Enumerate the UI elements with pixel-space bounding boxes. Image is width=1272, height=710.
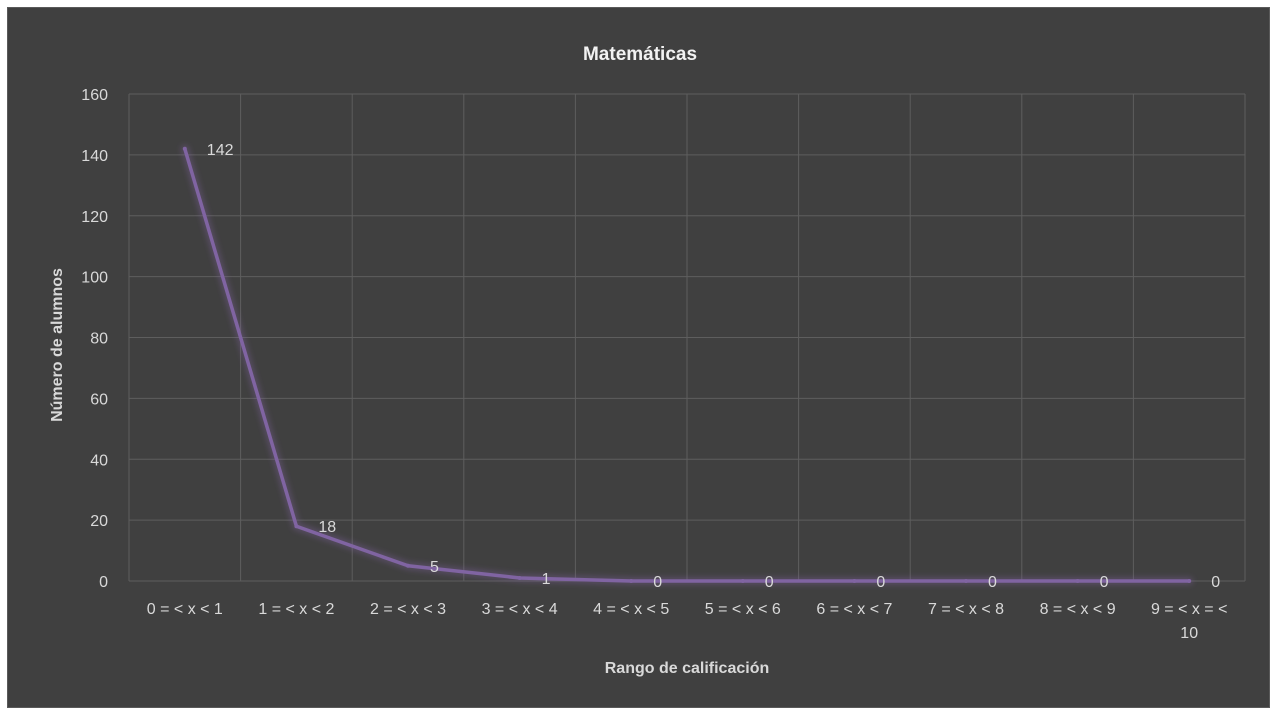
x-axis-title: Rango de calificación <box>605 660 769 677</box>
data-point <box>629 579 634 583</box>
data-label: 0 <box>653 574 662 591</box>
x-tick-label: 7 = < x < 8 <box>928 601 1004 618</box>
data-point <box>740 579 745 583</box>
x-tick-label: 4 = < x < 5 <box>593 601 669 618</box>
data-label: 142 <box>207 142 234 159</box>
x-tick-label: 0 = < x < 1 <box>147 601 223 618</box>
y-tick-label: 20 <box>90 513 108 530</box>
y-tick-label: 160 <box>81 87 108 104</box>
data-label: 5 <box>430 559 439 576</box>
chart-area: Matemáticas 0 20 40 60 80 100 120 140 160 0 = < … <box>7 7 1270 708</box>
data-label: 18 <box>318 519 336 536</box>
y-axis-ticks: 0 20 40 60 80 100 120 140 160 <box>81 87 108 591</box>
y-tick-label: 0 <box>99 574 108 591</box>
x-tick-label-line: 10 <box>1180 625 1198 642</box>
data-label: 1 <box>542 571 551 588</box>
data-point <box>294 524 299 529</box>
y-axis-title: Número de alumnos <box>49 268 66 422</box>
series-matematicas <box>180 144 1194 585</box>
data-point <box>964 579 968 583</box>
data-label: 0 <box>876 574 885 591</box>
data-point <box>517 575 522 580</box>
y-tick-label: 40 <box>90 452 108 469</box>
y-tick-label: 100 <box>81 270 108 287</box>
y-tick-label: 120 <box>81 209 108 226</box>
x-tick-label: 3 = < x < 4 <box>482 601 558 618</box>
x-axis-ticks: 0 = < x < 1 1 = < x < 2 2 = < x < 3 3 = < x… <box>147 601 1228 642</box>
x-tick-label: 8 = < x < 9 <box>1040 601 1116 618</box>
data-label: 0 <box>1100 574 1109 591</box>
y-tick-label: 80 <box>90 331 108 348</box>
data-point <box>406 563 410 568</box>
data-point <box>182 146 187 151</box>
data-point <box>852 579 857 583</box>
data-label: 0 <box>765 574 774 591</box>
x-tick-label: 9 = < x = < 10 <box>1151 601 1228 642</box>
data-point <box>1075 579 1080 583</box>
y-tick-label: 60 <box>90 391 108 408</box>
data-labels: 142 18 5 1 0 0 0 0 0 0 <box>207 142 1220 591</box>
data-label: 0 <box>988 574 997 591</box>
chart-title: Matemáticas <box>583 44 697 65</box>
x-tick-label: 6 = < x < 7 <box>816 601 892 618</box>
y-tick-label: 140 <box>81 148 108 165</box>
x-tick-label: 1 = < x < 2 <box>258 601 334 618</box>
data-label: 0 <box>1211 574 1220 591</box>
grid <box>128 93 1246 582</box>
x-tick-label: 5 = < x < 6 <box>705 601 781 618</box>
series-line <box>183 147 1191 583</box>
data-point <box>1187 579 1192 583</box>
x-tick-label-line: 9 = < x = < <box>1151 601 1228 618</box>
x-tick-label: 2 = < x < 3 <box>370 601 446 618</box>
